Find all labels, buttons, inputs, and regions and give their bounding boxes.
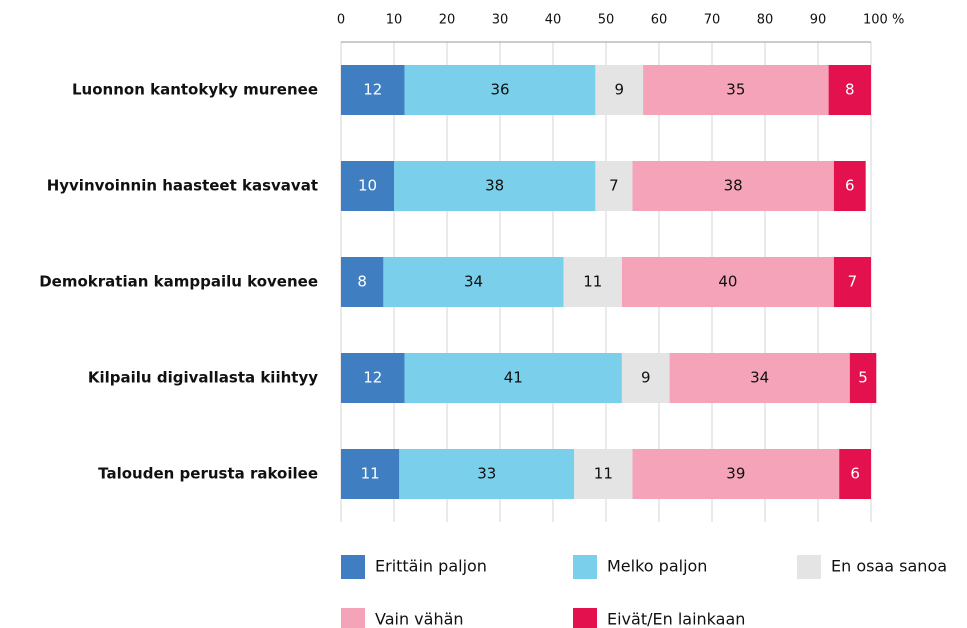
bar-segment <box>341 257 384 307</box>
value-label: 34 <box>464 273 483 291</box>
value-label: 8 <box>357 273 367 291</box>
value-label: 11 <box>583 273 602 291</box>
value-label: 8 <box>845 81 855 99</box>
value-label: 7 <box>609 177 619 195</box>
legend-swatch <box>341 555 365 579</box>
category-label: Luonnon kantokyky murenee <box>72 81 318 99</box>
value-label: 40 <box>718 273 737 291</box>
bar-segment <box>621 257 834 307</box>
value-label: 38 <box>724 177 743 195</box>
value-label: 11 <box>361 465 380 483</box>
legend-label: En osaa sanoa <box>831 557 947 576</box>
bar-segment <box>341 449 400 499</box>
value-label: 12 <box>363 369 382 387</box>
bar-segment <box>833 257 871 307</box>
legend-label: Melko paljon <box>607 557 707 576</box>
x-tick-label: 70 <box>704 13 721 28</box>
legend-label: Erittäin paljon <box>375 557 487 576</box>
value-label: 12 <box>363 81 382 99</box>
value-label: 6 <box>850 465 860 483</box>
bar-segment <box>404 65 596 115</box>
x-tick-label: 10 <box>386 13 403 28</box>
bar-segment <box>383 257 564 307</box>
value-label: 35 <box>726 81 745 99</box>
value-label: 33 <box>477 465 496 483</box>
bar-segment <box>833 161 866 211</box>
legend-swatch <box>341 608 365 628</box>
bar-segment <box>632 161 834 211</box>
bar-segment <box>595 65 644 115</box>
legend-label: Vain vähän <box>375 610 464 628</box>
category-label: Demokratian kamppailu kovenee <box>39 273 318 291</box>
bar-segment <box>341 353 405 403</box>
bar-segment <box>404 353 622 403</box>
value-label: 34 <box>750 369 769 387</box>
value-label: 11 <box>594 465 613 483</box>
legend-swatch <box>573 608 597 628</box>
legend-label: Eivät/En lainkaan <box>607 610 745 628</box>
bar-segment <box>839 449 871 499</box>
bar-segment <box>669 353 850 403</box>
bar-segment <box>828 65 871 115</box>
bar-segment <box>574 449 633 499</box>
bar-segment <box>621 353 670 403</box>
bar-segment <box>595 161 633 211</box>
value-label: 10 <box>358 177 377 195</box>
value-label: 41 <box>504 369 523 387</box>
x-tick-label: 0 <box>337 13 345 28</box>
x-tick-label: 80 <box>757 13 774 28</box>
bar-segment <box>341 65 405 115</box>
bar-segment <box>849 353 877 403</box>
value-label: 39 <box>726 465 745 483</box>
bar-segment <box>632 449 840 499</box>
legend-swatch <box>573 555 597 579</box>
x-tick-label: 40 <box>545 13 562 28</box>
bar-segment <box>341 161 394 211</box>
category-label: Talouden perusta rakoilee <box>98 465 318 483</box>
value-label: 7 <box>848 273 858 291</box>
x-tick-label: 100 % <box>863 13 904 28</box>
category-label: Hyvinvoinnin haasteet kasvavat <box>47 177 318 195</box>
bar-segment <box>394 161 596 211</box>
value-label: 5 <box>858 369 868 387</box>
value-label: 6 <box>845 177 855 195</box>
x-tick-label: 90 <box>810 13 827 28</box>
value-label: 38 <box>485 177 504 195</box>
bar-segment <box>563 257 622 307</box>
x-tick-label: 60 <box>651 13 668 28</box>
value-label: 36 <box>490 81 509 99</box>
bar-segment <box>643 65 829 115</box>
category-label: Kilpailu digivallasta kiihtyy <box>88 369 318 387</box>
legend-swatch <box>797 555 821 579</box>
x-tick-label: 30 <box>492 13 509 28</box>
x-tick-label: 20 <box>439 13 456 28</box>
value-label: 9 <box>641 369 651 387</box>
bar-segment <box>399 449 575 499</box>
value-label: 9 <box>614 81 624 99</box>
x-tick-label: 50 <box>598 13 615 28</box>
